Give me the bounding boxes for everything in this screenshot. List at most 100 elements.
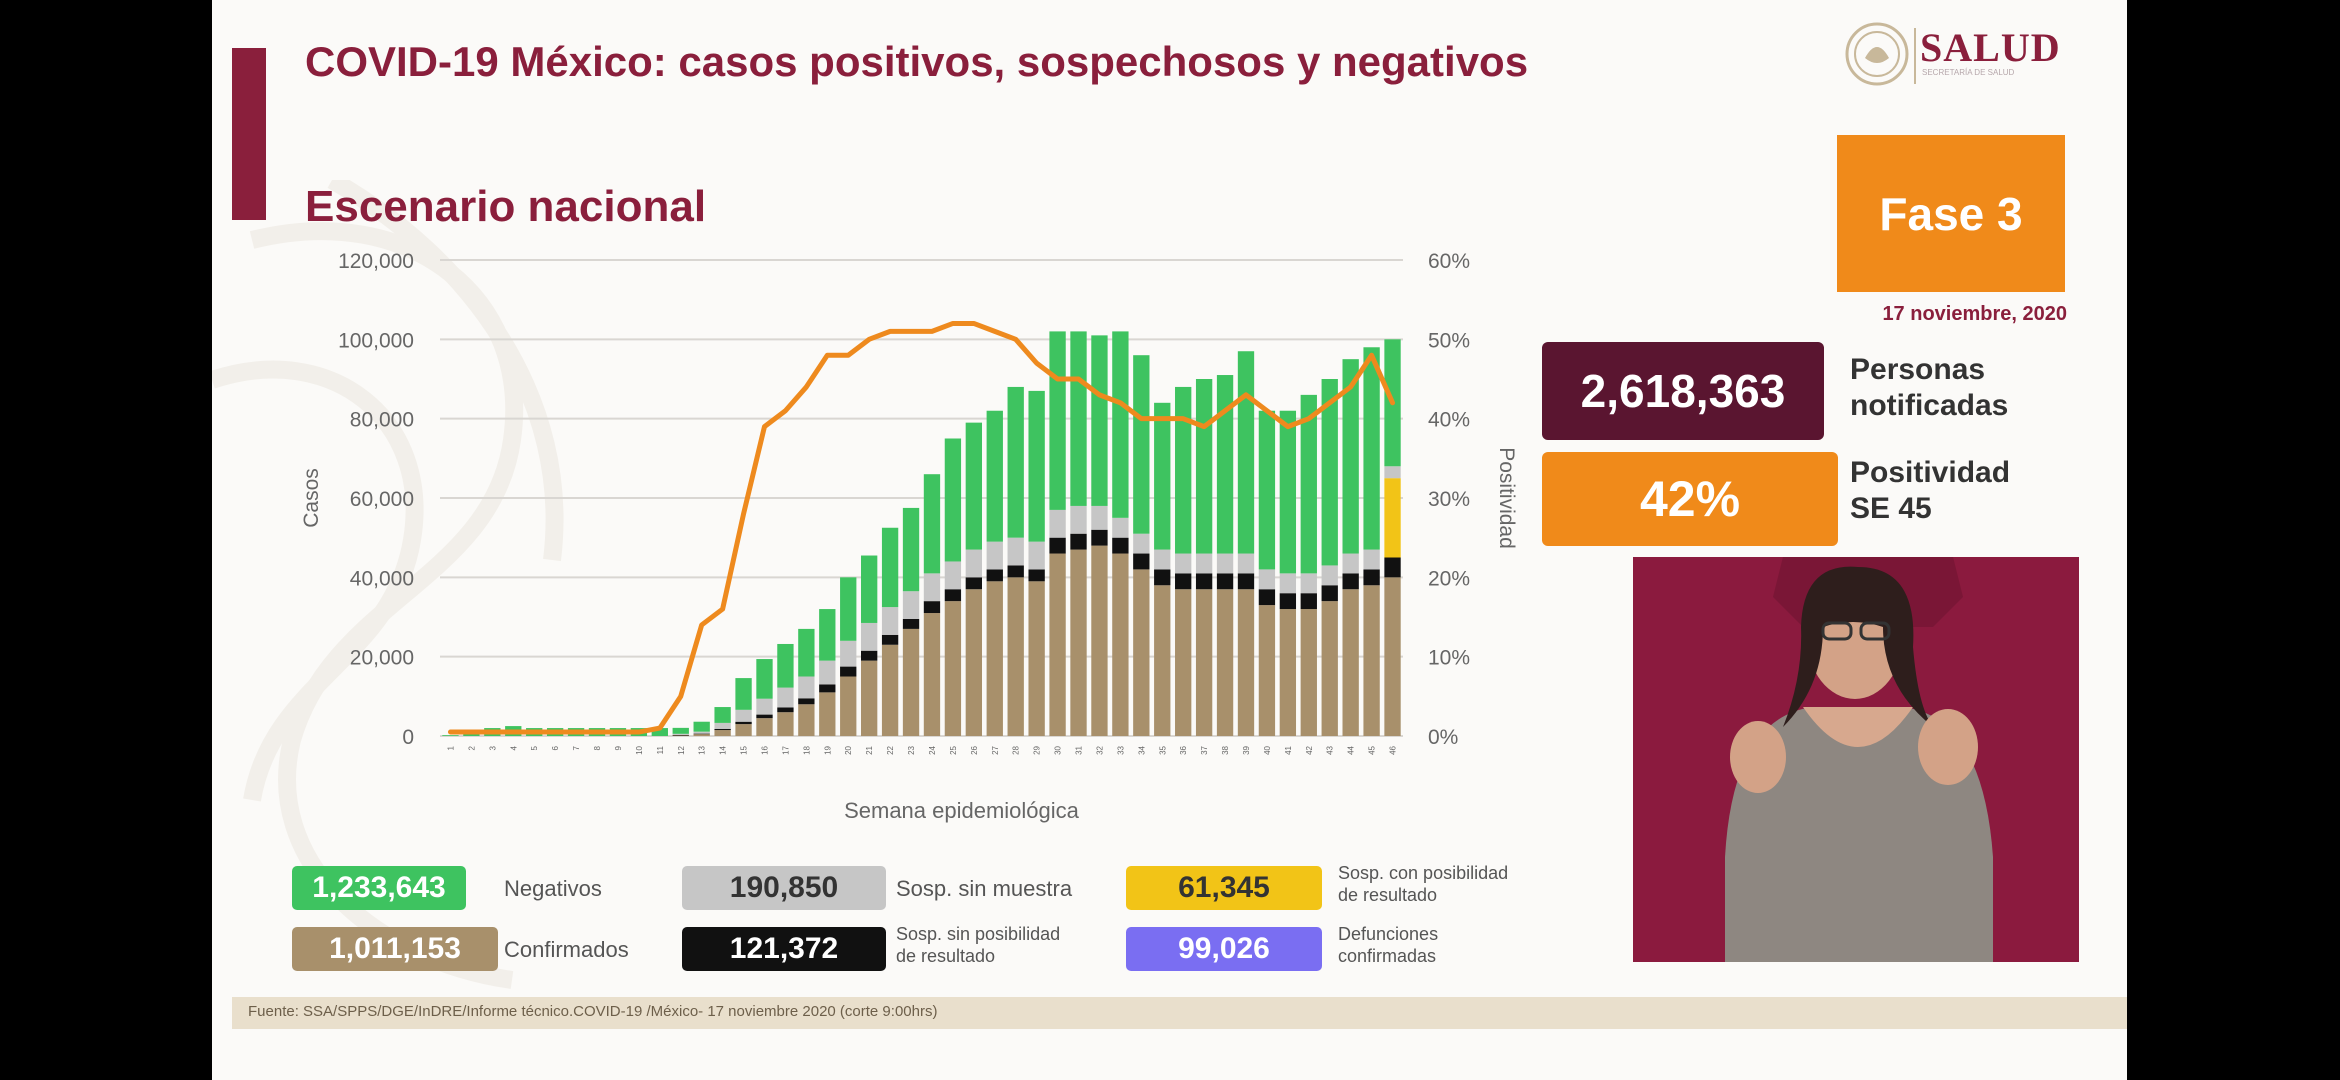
bar-sosp-sin-muestra [1300,573,1317,594]
x-tick-label: 14 [719,745,728,754]
bar-sosp-sin-muestra [1175,553,1192,574]
legend-value-sosp-con-posibilidad: 61,345 [1126,866,1322,910]
bar-confirmados [923,613,941,736]
y2-tick-label: 50% [1428,329,1470,352]
bar-confirmados [735,724,752,736]
bar-negativos [923,474,941,574]
bar-confirmados [986,581,1003,736]
x-tick-label: 12 [677,745,686,754]
bar-negativos [1049,331,1066,510]
bar-negativos [986,410,1003,542]
bar-confirmados [798,704,815,736]
bar-confirmados [1175,589,1192,736]
bar-negativos [1342,359,1359,554]
sign-language-interpreter-video [1633,557,2079,962]
x-tick-label: 21 [865,745,874,754]
bar-sosp-sin-posibilidad [965,577,983,590]
bar-confirmados [777,712,794,736]
x-tick-label: 29 [1033,745,1042,754]
y-tick-label: 120,000 [338,250,414,273]
x-tick-label: 18 [802,745,811,754]
positivity-label: Positividad SE 45 [1850,455,2010,527]
x-tick-label: 40 [1263,745,1272,754]
x-axis-title: Semana epidemiológica [844,798,1080,823]
phase-badge: Fase 3 [1837,135,2065,292]
bar-confirmados [1300,609,1317,736]
bar-sosp-sin-posibilidad [944,589,962,602]
legend-label-sosp-sin-muestra: Sosp. sin muestra [896,876,1073,901]
bar-sosp-sin-muestra [1321,565,1338,586]
logo-subtext: SECRETARÍA DE SALUD [1922,68,2015,77]
bar-sosp-sin-muestra [944,561,962,590]
bar-negativos [1237,351,1255,554]
page-subtitle: Escenario nacional [305,182,707,231]
bar-sosp-sin-posibilidad [798,698,815,705]
legend-label-confirmados: Confirmados [504,937,629,962]
bar-sosp-sin-muestra [986,541,1003,570]
bar-confirmados [756,718,773,736]
x-tick-label: 38 [1221,745,1230,754]
bar-confirmados [693,734,710,736]
x-tick-label: 26 [970,745,979,754]
x-tick-label: 43 [1326,745,1335,754]
bar-sosp-sin-muestra [1384,466,1401,479]
bar-confirmados [1154,585,1171,736]
x-tick-label: 6 [551,745,560,750]
bar-sosp-sin-posibilidad [1342,573,1359,590]
x-tick-label: 5 [530,745,539,750]
bar-negativos [1300,394,1317,574]
bar-sosp-sin-muestra [923,573,941,602]
bar-negativos [840,577,857,641]
x-tick-label: 34 [1137,745,1146,754]
bar-sosp-sin-muestra [902,591,920,619]
legend-value-sosp-sin-muestra: 190,850 [682,866,886,910]
x-tick-label: 9 [614,745,623,750]
legend-label-negativos: Negativos [504,876,602,901]
y2-tick-label: 20% [1428,567,1470,590]
bar-confirmados [819,692,836,736]
bar-negativos [1321,379,1338,566]
bar-confirmados [1133,569,1150,736]
bar-negativos [1007,386,1024,538]
bar-sosp-sin-posibilidad [672,735,689,736]
x-tick-label: 2 [467,745,476,750]
bar-sosp-sin-muestra [1112,517,1129,538]
legend-label-defunciones: Defunciones confirmadas [1338,924,1439,966]
positivity-label-line1: Positividad [1850,456,2011,489]
bar-sosp-sin-muestra [1258,569,1276,590]
x-tick-label: 35 [1158,745,1167,754]
bar-sosp-sin-muestra [1195,553,1213,574]
bar-sosp-sin-posibilidad [819,684,836,693]
bar-sosp-sin-posibilidad [923,601,941,614]
x-tick-label: 16 [760,745,769,754]
bar-sosp-sin-muestra [1007,537,1024,566]
bar-confirmados [672,735,689,736]
bar-sosp-sin-posibilidad [1049,537,1066,554]
y2-tick-label: 60% [1428,250,1470,273]
bar-sosp-sin-posibilidad [1237,573,1255,590]
x-tick-label: 41 [1284,745,1293,754]
bar-negativos [651,728,668,736]
bar-confirmados [1384,577,1401,736]
notified-count: 2,618,363 [1542,342,1824,440]
y2-tick-label: 30% [1428,488,1470,511]
x-tick-label: 27 [991,745,1000,754]
presentation-slide: COVID-19 México: casos positivos, sospec… [212,0,2127,1080]
x-tick-label: 45 [1368,745,1377,754]
bar-sosp-sin-posibilidad [902,618,920,629]
bar-confirmados [1321,601,1338,736]
x-tick-label: 3 [488,745,497,750]
x-tick-label: 15 [740,745,749,754]
bar-sosp-sin-muestra [860,622,878,651]
bar-sosp-sin-posibilidad [777,707,794,713]
bar-sosp-sin-posibilidad [1216,573,1234,590]
y-tick-label: 80,000 [350,409,414,432]
x-tick-label: 32 [1095,745,1104,754]
bar-negativos [1112,331,1129,518]
x-tick-label: 23 [907,745,916,754]
notified-label-line2: notificadas [1850,389,2009,422]
bar-sosp-sin-muestra [1028,541,1045,570]
bar-sosp-sin-posibilidad [1154,569,1171,586]
bar-negativos [819,609,836,661]
